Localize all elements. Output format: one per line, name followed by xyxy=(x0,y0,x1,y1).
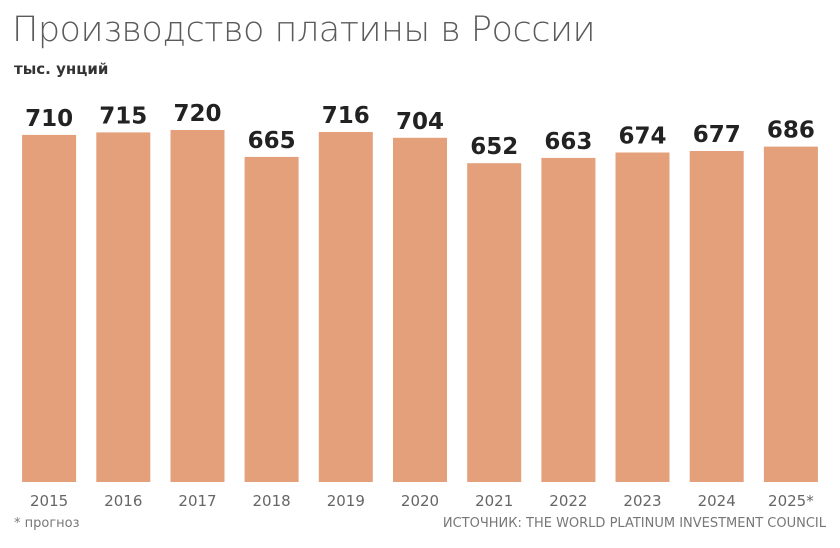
value-label-2021: 652 xyxy=(470,134,518,160)
x-tick-2015: 2015 xyxy=(30,492,68,510)
x-tick-2018: 2018 xyxy=(253,492,291,510)
unit-label: тыс. унций xyxy=(14,60,109,78)
value-label-2019: 716 xyxy=(322,103,370,129)
value-label-2020: 704 xyxy=(396,109,444,135)
bar-2021 xyxy=(467,163,522,482)
x-tick-2016: 2016 xyxy=(104,492,142,510)
bar-2020 xyxy=(393,137,447,483)
bars-group xyxy=(22,130,818,483)
x-tick-2020: 2020 xyxy=(401,492,439,510)
value-label-2025: 686 xyxy=(767,118,815,144)
x-tick-2023: 2023 xyxy=(623,492,661,510)
bar-2016 xyxy=(96,132,151,482)
value-label-2015: 710 xyxy=(25,106,73,132)
bar-2019 xyxy=(318,132,373,482)
value-label-2016: 715 xyxy=(99,103,147,129)
bar-2022 xyxy=(541,157,596,482)
chart-title: Производство платины в России xyxy=(12,10,596,50)
bar-2018 xyxy=(244,156,299,482)
x-tick-2025: 2025* xyxy=(768,492,814,510)
source-note: ИСТОЧНИК: THE WORLD PLATINUM INVESTMENT … xyxy=(442,516,826,531)
bar-2025 xyxy=(763,146,818,482)
value-label-2022: 663 xyxy=(544,129,592,155)
x-tick-2022: 2022 xyxy=(549,492,587,510)
bar-2023 xyxy=(615,152,670,482)
x-tick-2019: 2019 xyxy=(327,492,365,510)
bar-2015 xyxy=(22,134,77,482)
x-tick-2024: 2024 xyxy=(698,492,736,510)
x-tick-2021: 2021 xyxy=(475,492,513,510)
forecast-footnote: * прогноз xyxy=(14,516,80,531)
bar-2017 xyxy=(170,130,225,482)
value-label-2017: 720 xyxy=(173,101,221,127)
value-labels-group: 710 715 720 665 716 704 652 663 674 677 686 xyxy=(25,101,815,160)
value-label-2024: 677 xyxy=(693,122,741,148)
value-label-2018: 665 xyxy=(248,128,296,154)
bar-2024 xyxy=(689,151,744,482)
x-tick-2017: 2017 xyxy=(178,492,216,510)
value-label-2023: 674 xyxy=(618,124,666,150)
x-tick-labels-group: 2015 2016 2017 2018 2019 2020 2021 2022 2023 2024… xyxy=(30,492,814,510)
